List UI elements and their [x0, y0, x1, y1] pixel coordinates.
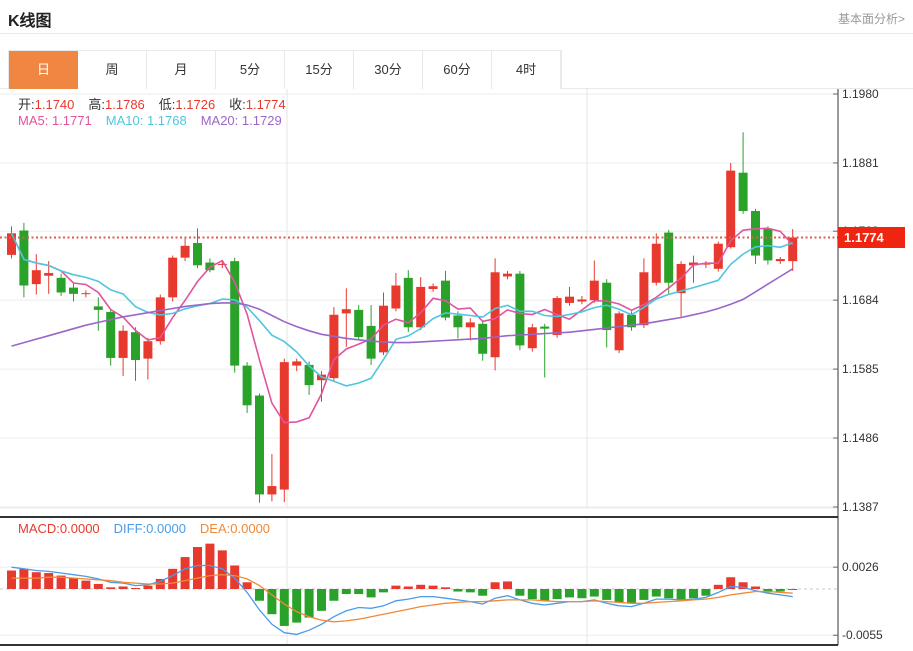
- main-chart-area[interactable]: [0, 88, 838, 517]
- current-price-badge: 1.1774: [838, 226, 905, 248]
- ma5-value: 1.1771: [51, 113, 92, 128]
- macd-value: 0.0000: [59, 521, 100, 536]
- low-label: 低:: [158, 97, 176, 112]
- tab-30min[interactable]: 30分: [354, 51, 423, 89]
- tab-60min[interactable]: 60分: [423, 51, 492, 89]
- price-axis-label: 1.1881: [842, 155, 879, 170]
- ma5-label: MA5:: [18, 113, 49, 128]
- price-axis-label: 1.1585: [842, 362, 879, 377]
- low-value: 1.1726: [175, 97, 216, 112]
- ma-info: MA5: 1.1771 MA10: 1.1768 MA20: 1.1729: [18, 113, 296, 128]
- high-label: 高:: [88, 97, 106, 112]
- open-label: 开:: [18, 97, 35, 112]
- tab-4hour[interactable]: 4时: [492, 51, 561, 89]
- price-axis-label: 1.1486: [842, 431, 879, 446]
- tab-5min[interactable]: 5分: [216, 51, 285, 89]
- price-axis-label: 1.1387: [842, 499, 879, 514]
- price-axis-label: 1.1980: [842, 87, 879, 101]
- dea-label: DEA:: [199, 521, 231, 536]
- ma20-value: 1.1729: [241, 113, 282, 128]
- ma10-value: 1.1768: [146, 113, 187, 128]
- ma10-label: MA10:: [105, 113, 144, 128]
- ma20-label: MA20:: [200, 113, 239, 128]
- tab-15min[interactable]: 15分: [285, 51, 354, 89]
- ohlc-info: 开:1.1740 高:1.1786 低:1.1726 收:1.1774: [18, 94, 300, 113]
- diff-label: DIFF:: [113, 521, 147, 536]
- macd-chart-area[interactable]: [0, 517, 838, 645]
- open-value: 1.1740: [34, 97, 75, 112]
- macd-axis-label: -0.0055: [842, 628, 883, 643]
- fundamental-analysis-link[interactable]: 基本面分析>: [837, 12, 905, 26]
- title-bar: K线图 基本面分析>: [0, 0, 913, 34]
- dea-value: 0.0000: [230, 521, 271, 536]
- tab-week[interactable]: 周: [78, 51, 147, 89]
- macd-label: MACD:: [18, 521, 60, 536]
- close-label: 收:: [229, 97, 246, 112]
- close-value: 1.1774: [245, 97, 286, 112]
- tab-day[interactable]: 日: [9, 51, 78, 89]
- interval-tabs: 日周月 5分 15分 30分 60分 4时: [8, 50, 562, 89]
- macd-axis-label: 0.0026: [842, 560, 879, 575]
- price-axis-label: 1.1684: [842, 293, 879, 308]
- macd-info: MACD:0.0000 DIFF:0.0000 DEA:0.0000: [18, 521, 284, 536]
- tab-month[interactable]: 月: [147, 51, 216, 89]
- page-title: K线图: [8, 13, 52, 30]
- diff-value: 0.0000: [146, 521, 186, 536]
- high-value: 1.1786: [105, 97, 145, 112]
